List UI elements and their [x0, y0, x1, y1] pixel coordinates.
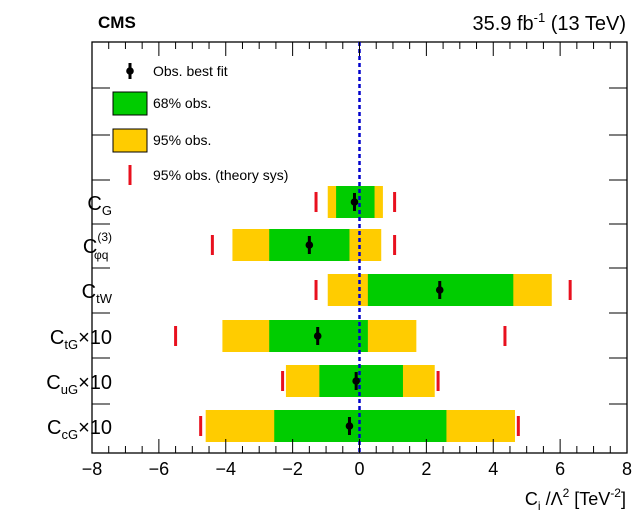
x-tick-label-4: 4 [488, 459, 498, 479]
legend-band95-label: 95% obs. [153, 132, 211, 148]
x-tick-label-0: 0 [354, 459, 364, 479]
best-fit-c-cg-x10 [345, 422, 354, 430]
x-tick-label-m6: −6 [149, 459, 170, 479]
legend-band68-swatch [112, 91, 148, 116]
legend-best-fit-marker [126, 67, 134, 75]
best-fit-c-tw [435, 286, 444, 294]
best-fit-c-tg-x10 [313, 332, 322, 340]
row-label-c-g: CG [87, 193, 112, 218]
row-label-c-cg-x10: CcG×10 [47, 417, 112, 442]
x-tick-label-m8: −8 [82, 459, 103, 479]
experiment-label: CMS [98, 13, 136, 32]
x-tick-label-6: 6 [555, 459, 565, 479]
x-tick-label-2: 2 [421, 459, 431, 479]
row-label-c-ug-x10: CuG×10 [46, 372, 112, 397]
x-tick-label-m4: −4 [215, 459, 236, 479]
legend-band95-swatch [112, 128, 148, 153]
row-labels: CG C(3) φq CtW CtG×10 CuG×10 CcG×10 [46, 193, 112, 442]
x-axis-title: Ci /Λ2 [TeV-2] [525, 486, 626, 513]
legend-band68-label: 68% obs. [153, 95, 211, 111]
legend-best-fit-label: Obs. best fit [153, 63, 228, 79]
x-tick-label-m2: −2 [282, 459, 303, 479]
row-label-c-tg-x10: CtG×10 [50, 327, 112, 352]
row-label-c-phiq-3-: C(3) φq [83, 230, 112, 262]
ticks-layer: −8 −6 −4 −2 0 2 4 6 8 [82, 42, 632, 479]
x-tick-label-8: 8 [622, 459, 632, 479]
lumi-label: 35.9 fb-1 (13 TeV) [472, 10, 626, 35]
legend-theory-label: 95% obs. (theory sys) [153, 167, 288, 183]
markers-layer [174, 192, 572, 436]
row-label-c-tw: CtW [82, 281, 113, 306]
bands-layer [205, 186, 552, 442]
best-fit-c-phiq-3- [305, 241, 314, 249]
best-fit-c-ug-x10 [352, 377, 360, 385]
band68-c-ug-x10 [319, 365, 403, 397]
legend: Obs. best fit 68% obs. 95% obs. 95% obs.… [112, 63, 288, 185]
best-fit-c-g [350, 198, 359, 206]
